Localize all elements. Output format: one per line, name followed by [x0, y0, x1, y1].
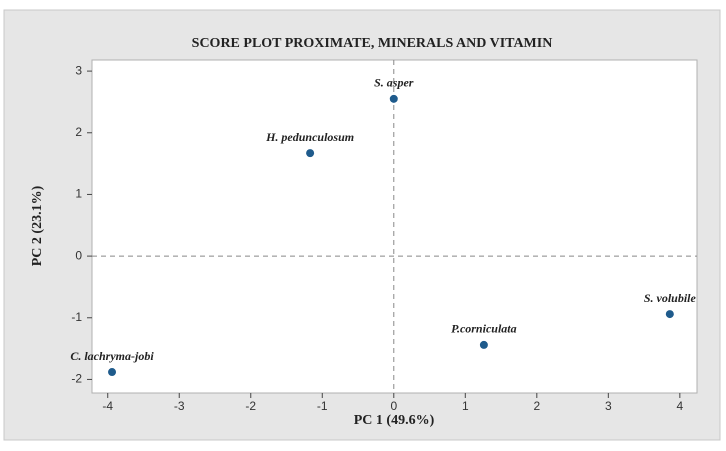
y-tick-label: 0 [75, 248, 82, 262]
y-tick-label: 2 [75, 125, 82, 139]
y-tick-label: 1 [75, 187, 82, 201]
point [479, 340, 488, 349]
x-tick-label: -2 [245, 399, 256, 413]
point-label: C. lachryma-jobi [70, 349, 154, 363]
point [665, 310, 674, 319]
point-label: S. asper [374, 76, 414, 90]
x-tick-label: -4 [102, 399, 113, 413]
y-tick-label: 3 [75, 63, 82, 77]
x-tick-label: -1 [317, 399, 328, 413]
x-tick-label: -3 [174, 399, 185, 413]
y-axis-label: PC 2 (23.1%) [30, 185, 45, 266]
point [306, 149, 315, 158]
plot-area [91, 59, 698, 394]
x-axis-label: PC 1 (49.6%) [354, 413, 435, 428]
chart-title: SCORE PLOT PROXIMATE, MINERALS AND VITAM… [192, 36, 553, 51]
x-tick-label: 1 [462, 399, 469, 413]
point [389, 94, 398, 103]
point [108, 368, 117, 377]
point-label: P.corniculata [451, 322, 516, 336]
point-label: S. volubile [644, 291, 697, 305]
x-tick-label: 3 [605, 399, 612, 413]
x-tick-label: 4 [676, 399, 683, 413]
y-tick-label: -2 [71, 372, 82, 386]
x-tick-label: 0 [390, 399, 397, 413]
y-tick-label: -1 [71, 310, 82, 324]
point-label: H. pedunculosum [265, 130, 354, 144]
x-tick-label: 2 [533, 399, 540, 413]
